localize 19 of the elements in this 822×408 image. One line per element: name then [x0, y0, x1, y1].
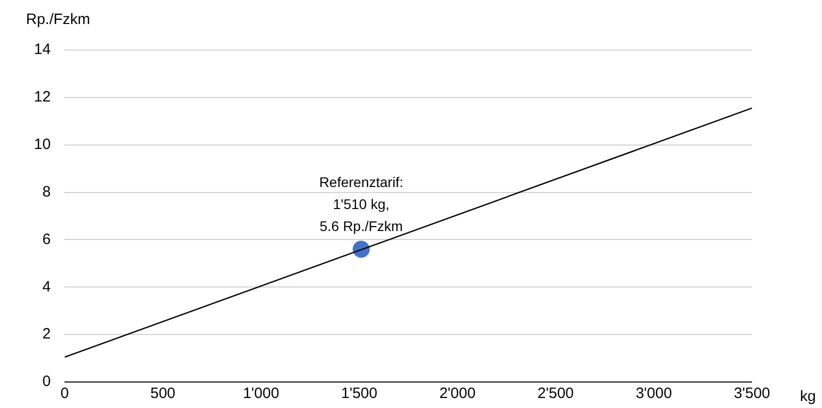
x-tick-label: 3'000: [636, 385, 672, 402]
y-tick-label: 14: [34, 41, 51, 58]
y-tick-label: 8: [42, 183, 51, 200]
y-tick-label: 6: [42, 230, 51, 248]
y-tick-label: 0: [42, 373, 51, 390]
x-axis-title: kg: [800, 388, 816, 406]
y-tick-label: 2: [42, 326, 51, 343]
x-tick-label: 0: [60, 385, 69, 402]
y-tick-label: 12: [34, 88, 51, 106]
annotation: Referenztarif: 1'510 kg, 5.6 Rp./Fzkm: [319, 174, 404, 234]
x-tick-label: 500: [150, 385, 176, 402]
x-tick-label: 1'500: [341, 385, 378, 402]
y-axis-title: Rp./Fzkm: [26, 11, 90, 28]
x-tick-label: 2'500: [538, 385, 574, 402]
x-tick-label: 2'000: [439, 385, 476, 402]
y-tick-label: 4: [42, 278, 51, 296]
x-tick-label: 1'000: [242, 385, 280, 402]
x-tick-label: 3'500: [734, 385, 770, 402]
y-tick-label: 10: [34, 136, 51, 153]
